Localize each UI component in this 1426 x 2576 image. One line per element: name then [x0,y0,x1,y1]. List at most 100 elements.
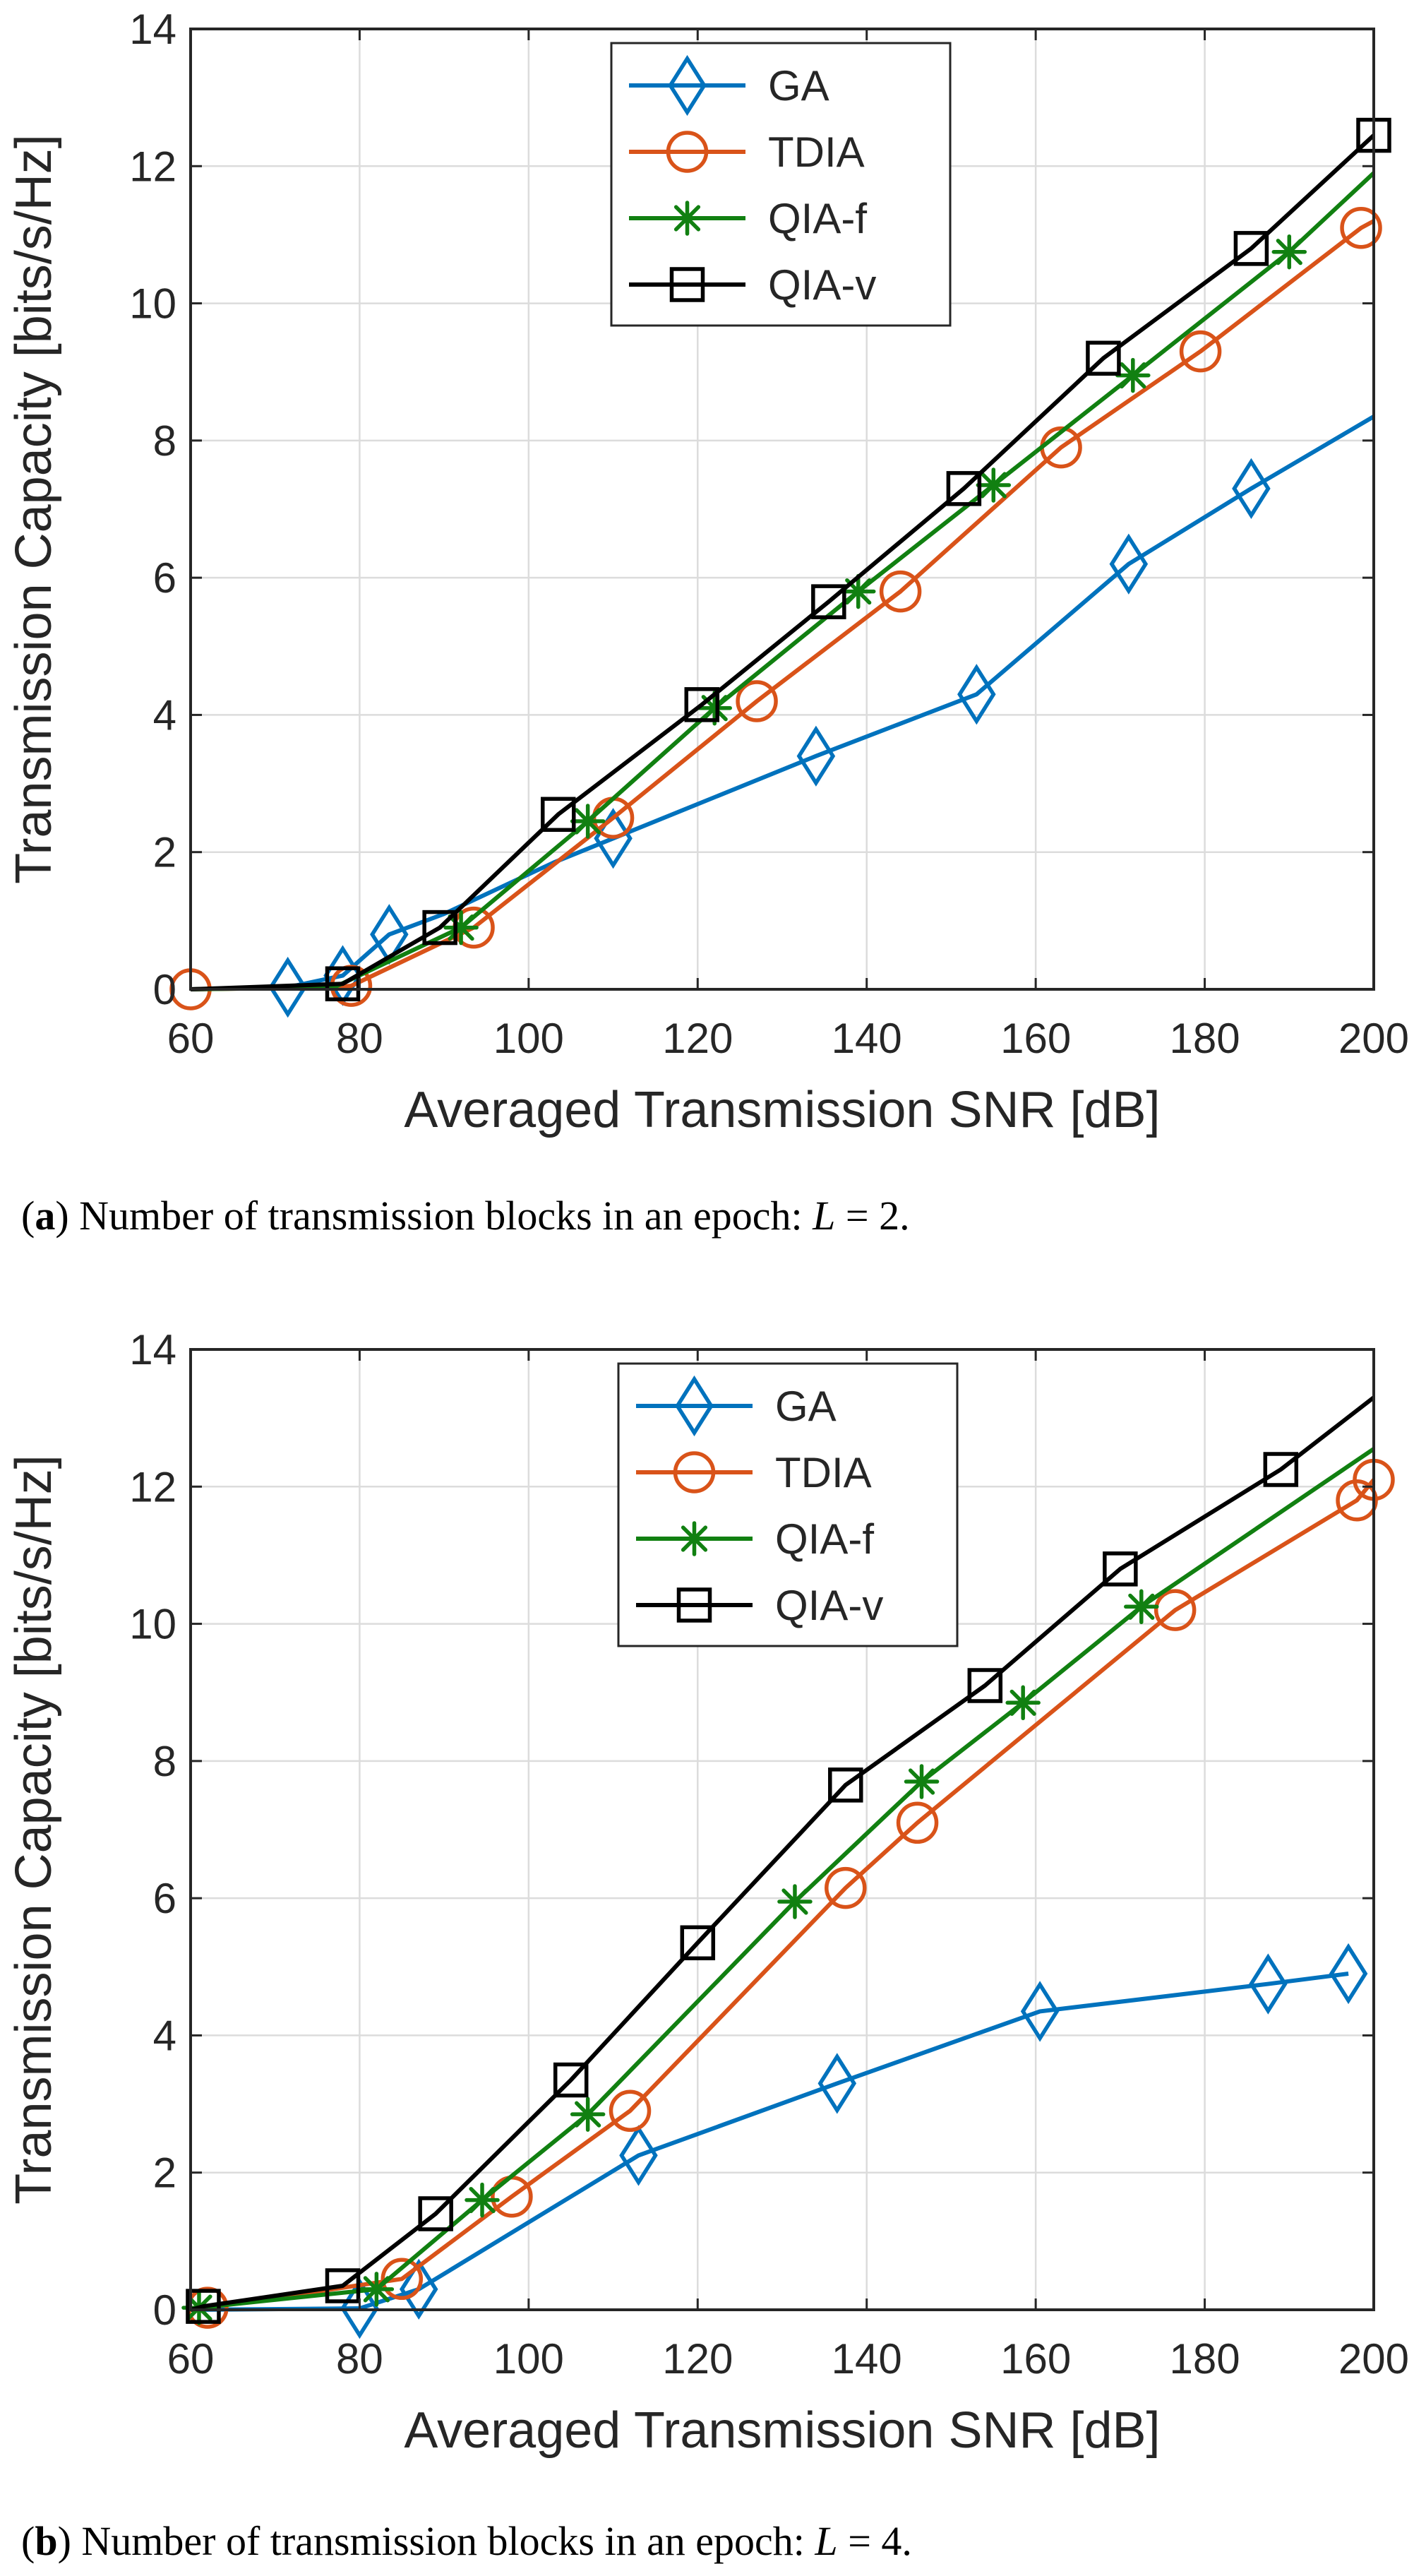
data-point-qia-f [1005,1685,1041,1721]
series-line-tdia [190,219,1375,991]
data-point-tdia [896,1801,939,1844]
data-point-qia-v [541,797,576,833]
data-point-qia-v [325,966,361,1001]
data-point-tdia [1154,1589,1197,1631]
data-point-ga [817,2053,857,2114]
data-point-ga [594,808,633,869]
y-tick-label: 2 [153,829,176,876]
y-tick-label: 14 [129,1326,176,1373]
x-axis-label: Averaged Transmission SNR [dB] [404,2402,1160,2459]
chart-panel-b: 60 80 100 120 140 160 180 200 0 2 4 6 8 10 12 14 Average… [6,1326,1409,2459]
series-line-qia-f [190,171,1376,991]
x-tick-label: 160 [1000,1015,1071,1062]
legend-label-qia-f: QIA-f [775,1515,874,1563]
data-point-ga [796,725,836,787]
legend: GA TDIA QIA-f QIA-v [610,42,952,327]
y-tick-label: 6 [153,1875,176,1922]
data-point-qia-f [570,2097,606,2132]
chart-panel-a: 60 80 100 120 140 160 180 200 0 2 4 6 8 10 12 14 Average… [6,6,1409,1138]
data-point-qia-f [777,1884,813,1919]
y-tick-label: 0 [153,966,176,1013]
caption-value: 2. [879,1193,910,1239]
legend-marker-tdia [673,1451,716,1493]
x-tick-label: 140 [832,2335,902,2383]
series-qia-f [190,171,1376,991]
data-point-qia-v [1263,1452,1299,1487]
data-point-qia-f [697,690,732,726]
y-tick-label: 14 [129,6,176,53]
data-point-qia-f [465,2182,500,2218]
data-point-qia-v [684,687,720,722]
data-point-ga [268,956,307,1018]
y-tick-label: 12 [129,143,176,190]
data-point-tdia [609,2089,652,2133]
y-tick-label: 2 [153,2149,176,2197]
series-ga [190,1943,1368,2339]
caption-a: (a) Number of transmission blocks in an … [21,1193,910,1239]
y-tick-label: 4 [153,691,176,739]
caption-open-paren: ( [21,1193,35,1239]
data-point-ga [1329,1943,1368,2005]
data-point-qia-v [828,1767,863,1803]
legend-marker-qia-v [676,1587,712,1623]
data-point-qia-v [1086,340,1121,376]
data-point-tdia [825,1866,867,1909]
data-point-qia-v [967,1668,1003,1703]
x-tick-label: 180 [1170,1015,1240,1062]
caption-close-paren: ) [55,1193,79,1239]
caption-text: Number of transmission blocks in an epoc… [81,2518,815,2564]
data-point-qia-v [418,2196,453,2231]
data-point-qia-v [680,1925,716,1961]
axes-box [189,28,1375,991]
legend: GA TDIA QIA-f QIA-v [617,1362,959,1647]
x-tick-label: 200 [1338,1015,1409,1062]
caption-b: (b) Number of transmission blocks in an … [21,2518,912,2564]
data-point-qia-f [570,804,606,839]
data-point-qia-v [1103,1551,1138,1587]
data-point-qia-v [186,2289,221,2324]
x-tick-label: 60 [167,1015,215,1062]
data-point-qia-v [1233,231,1269,266]
data-point-qia-f [840,573,876,609]
series-line-ga [190,1972,1349,2312]
legend-label-qia-v: QIA-v [768,261,876,309]
y-tick-label: 8 [153,1738,176,1785]
x-tick-label: 120 [662,1015,733,1062]
y-tick-label: 0 [153,2286,176,2334]
caption-symbol: L [812,1193,835,1239]
y-tick-label: 12 [129,1463,176,1510]
data-point-qia-f [1124,1589,1159,1625]
x-tick-label: 120 [662,2335,733,2383]
x-tick-label: 140 [832,1015,902,1062]
legend-label-ga: GA [775,1383,837,1430]
data-point-ga [1232,458,1271,520]
legend-box [610,42,952,327]
x-tick-label: 160 [1000,2335,1071,2383]
series-qia-v [186,1395,1375,2324]
data-point-ga [399,2258,438,2320]
legend-box [617,1362,959,1647]
x-tick-label: 100 [493,2335,564,2383]
caption-equals: = [838,2518,882,2564]
data-point-qia-f [443,910,479,946]
y-tick-label: 10 [129,280,176,328]
x-tick-label: 80 [336,2335,383,2383]
y-tick-label: 8 [153,417,176,465]
caption-label: a [35,1193,55,1239]
y-axis-label: Transmission Capacity [bits/s/Hz] [6,134,62,884]
data-point-tdia [879,570,922,613]
legend-label-qia-v: QIA-v [775,1582,883,1629]
x-tick-label: 200 [1338,2335,1409,2383]
data-point-ga [1020,1981,1060,2042]
data-point-qia-v [946,471,982,506]
data-point-qia-f [1271,234,1307,270]
y-axis-label: Transmission Capacity [bits/s/Hz] [6,1455,62,2205]
data-point-qia-f [976,467,1012,503]
caption-close-paren: ) [58,2518,82,2564]
legend-marker-tdia [666,131,709,173]
data-point-ga [619,2125,658,2186]
legend-marker-ga [675,1375,714,1437]
series-line-qia-v [190,133,1376,991]
x-tick-label: 100 [493,1015,564,1062]
